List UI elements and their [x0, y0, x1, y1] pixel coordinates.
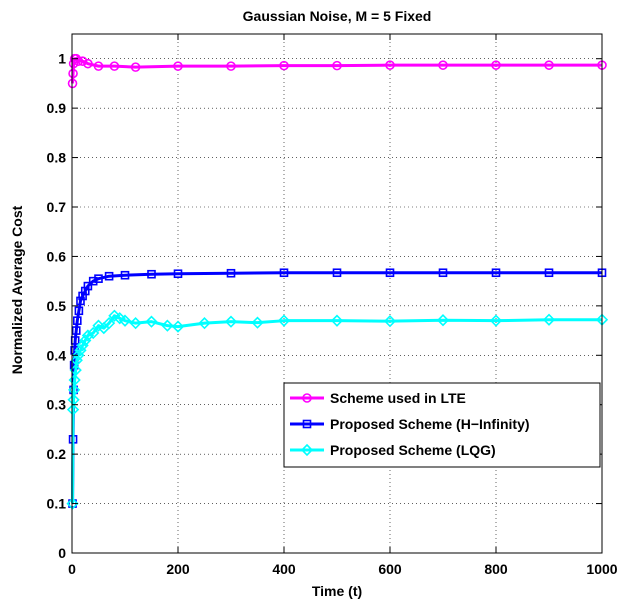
legend-label-lqg: Proposed Scheme (LQG) [330, 442, 496, 458]
series-h-infinity-point [332, 268, 342, 278]
series-lqg-point [198, 317, 211, 330]
legend-label-lte: Scheme used in LTE [330, 390, 466, 406]
y-tick-label: 0.2 [47, 446, 67, 462]
y-tick-label: 0 [58, 545, 66, 561]
axes-box [71, 33, 603, 554]
y-tick-label: 0.4 [47, 347, 67, 363]
x-tick-label: 1000 [586, 561, 617, 577]
series-lqg-point [81, 329, 95, 342]
series-lqg-point [251, 316, 264, 329]
y-tick-label: 0.3 [47, 397, 67, 413]
series-h-infinity-point [120, 270, 130, 280]
series-h-infinity-point [491, 268, 501, 278]
chart-title: Gaussian Noise, M = 5 Fixed [243, 8, 432, 24]
x-axis-label: Time (t) [312, 583, 362, 599]
series-lte-point [109, 61, 120, 71]
series-h-infinity-point [147, 269, 156, 279]
y-tick-label: 0.7 [47, 199, 67, 215]
series-lqg-point [87, 326, 100, 340]
series-lte-point [68, 58, 79, 69]
series-h-infinity-point [76, 296, 85, 306]
series-lqg-point [66, 497, 79, 510]
series-lqg-point [118, 314, 132, 327]
series-lqg-point [330, 314, 344, 327]
series-lqg-line [71, 314, 602, 504]
y-tick-label: 0.1 [47, 496, 67, 512]
legend: Scheme used in LTE Proposed Scheme (H−Inf… [283, 382, 601, 468]
series-h-infinity-point [385, 268, 395, 278]
series-lte-point [67, 78, 78, 89]
series-lqg-point [224, 315, 238, 328]
series-lte-point [93, 61, 104, 71]
x-tick-label: 200 [166, 561, 190, 577]
series-lqg-point [171, 320, 185, 333]
series-lqg-point [66, 403, 80, 416]
series-lqg-point [161, 319, 174, 332]
series-h-infinity-point [80, 286, 90, 296]
series-lte-point [130, 62, 141, 72]
legend-marker-h-infinity [302, 419, 312, 429]
series-h-infinity-point [88, 276, 98, 286]
series-lte-point [279, 60, 289, 71]
series-h-infinity-point [226, 268, 236, 278]
ticks: 0 200 400 600 800 1000 0 0.1 0.2 0.3 0.4 0.5 0.6 0.7 0… [47, 34, 618, 577]
y-tick-label: 0.6 [47, 248, 67, 264]
series-h-infinity-point [74, 306, 84, 316]
series-lte [67, 53, 607, 89]
legend-marker-lte [302, 393, 312, 403]
legend-marker-lqg [300, 443, 314, 457]
series-lte-point [77, 56, 88, 66]
series-lqg-point [67, 383, 81, 397]
series-h-infinity-point [73, 316, 82, 325]
x-tick-label: 400 [272, 561, 296, 577]
x-tick-label: 600 [378, 561, 402, 577]
series-h-infinity-point [83, 281, 93, 291]
x-tick-label: 800 [484, 561, 508, 577]
series-lqg-point [129, 317, 142, 330]
series-lte-point [226, 61, 236, 71]
series-lte-point [385, 60, 395, 70]
series-lqg-point [436, 314, 450, 327]
y-tick-label: 1 [58, 51, 66, 67]
series-h-infinity-point [94, 274, 103, 283]
series-lte-point [332, 60, 342, 71]
series-lte-point [173, 61, 183, 71]
series-lte-point [83, 58, 93, 69]
y-axis-label: Normalized Average Cost [9, 205, 25, 374]
series-lte-point [491, 60, 501, 70]
y-tick-label: 0.8 [47, 150, 67, 166]
series-lqg [66, 309, 609, 510]
series-h-infinity-point [78, 291, 87, 301]
series-lte-point [544, 60, 554, 70]
series-lqg-point [383, 315, 397, 328]
x-tick-label: 0 [68, 561, 76, 577]
series-lqg-point [68, 373, 81, 387]
y-tick-label: 0.5 [47, 298, 67, 314]
y-tick-label: 0.9 [47, 100, 67, 116]
series-h-infinity-point [104, 271, 114, 281]
series-h-infinity-point [173, 269, 183, 279]
series-lqg-point [102, 317, 116, 330]
series-h-infinity-point [279, 268, 289, 278]
legend-box [283, 382, 601, 468]
series-layer [66, 53, 609, 510]
series-h-infinity-point [71, 326, 81, 335]
series-lqg-point [277, 314, 291, 327]
series-lqg-point [542, 313, 556, 326]
legend-label-h-infinity: Proposed Scheme (H−Infinity) [330, 416, 530, 432]
series-lqg-point [489, 314, 503, 327]
series-lte-point [73, 56, 84, 66]
series-lte-point [68, 68, 78, 79]
series-h-infinity-point [544, 268, 554, 278]
series-lte-point [438, 60, 448, 70]
series-h-infinity-point [438, 268, 448, 278]
grid [72, 34, 602, 553]
series-lqg-point [145, 315, 158, 328]
